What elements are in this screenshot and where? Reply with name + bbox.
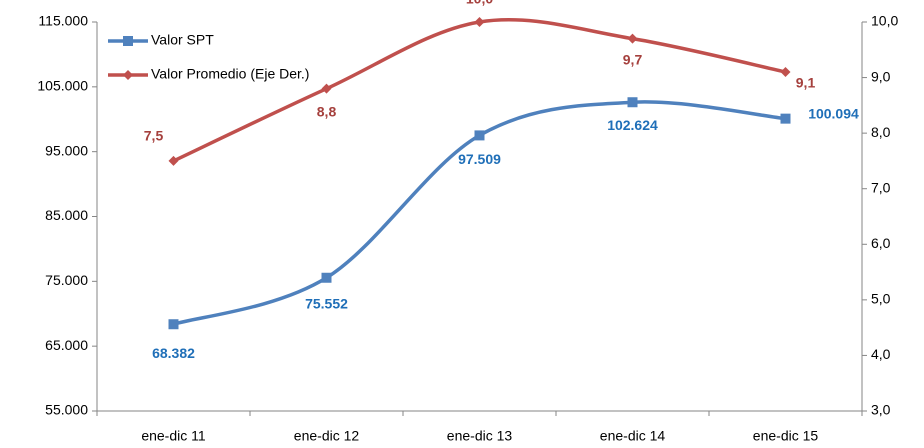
data-label: 102.624 bbox=[607, 117, 658, 133]
y2-tick-label: 3,0 bbox=[871, 402, 891, 418]
data-label: 10,0 bbox=[466, 0, 493, 7]
marker bbox=[321, 272, 332, 283]
marker bbox=[321, 83, 332, 94]
marker bbox=[474, 130, 485, 141]
legend-label: Valor Promedio (Eje Der.) bbox=[151, 66, 309, 82]
marker bbox=[474, 17, 485, 27]
y2-tick-label: 5,0 bbox=[871, 291, 891, 307]
x-tick-label: ene-dic 12 bbox=[294, 428, 360, 444]
y-tick-label: 75.000 bbox=[45, 272, 88, 288]
marker bbox=[780, 67, 791, 78]
y2-tick-label: 9,0 bbox=[871, 68, 891, 84]
data-label: 8,8 bbox=[317, 103, 337, 119]
legend-marker bbox=[123, 70, 133, 80]
y-tick-label: 115.000 bbox=[38, 13, 88, 29]
marker bbox=[168, 319, 179, 330]
y-tick-label: 65.000 bbox=[45, 337, 88, 353]
y-tick-label: 55.000 bbox=[45, 402, 88, 418]
y-tick-label: 95.000 bbox=[45, 142, 88, 158]
data-label: 9,1 bbox=[796, 75, 816, 91]
y-tick-label: 105.000 bbox=[37, 78, 88, 94]
marker bbox=[168, 155, 179, 166]
x-tick-label: ene-dic 11 bbox=[141, 428, 206, 444]
y2-tick-label: 6,0 bbox=[871, 235, 891, 251]
legend-label: Valor SPT bbox=[151, 32, 214, 48]
marker bbox=[627, 97, 638, 108]
data-label: 7,5 bbox=[144, 128, 164, 144]
x-tick-label: ene-dic 13 bbox=[447, 428, 513, 444]
data-label: 75.552 bbox=[305, 295, 348, 311]
data-label: 97.509 bbox=[458, 151, 501, 167]
x-tick-label: ene-dic 15 bbox=[753, 428, 819, 444]
data-label: 68.382 bbox=[152, 345, 195, 361]
y2-tick-label: 7,0 bbox=[871, 179, 891, 195]
y2-tick-label: 4,0 bbox=[871, 346, 891, 362]
data-label: 9,7 bbox=[623, 51, 643, 67]
y2-tick-label: 8,0 bbox=[871, 124, 891, 140]
legend-marker bbox=[123, 36, 133, 46]
data-label: 100.094 bbox=[808, 105, 859, 121]
marker bbox=[627, 33, 638, 44]
y-tick-label: 85.000 bbox=[45, 207, 88, 223]
x-tick-label: ene-dic 14 bbox=[600, 428, 666, 444]
y2-tick-label: 10,0 bbox=[871, 13, 898, 29]
marker bbox=[780, 113, 791, 124]
